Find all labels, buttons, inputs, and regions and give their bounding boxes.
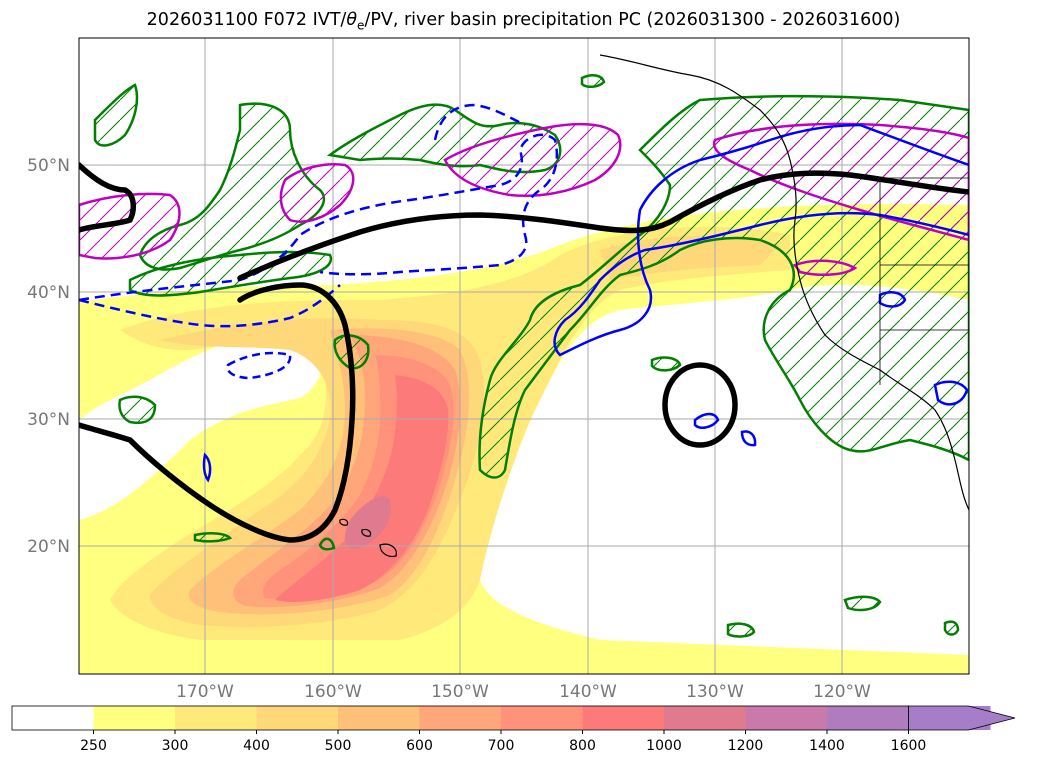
state-borders (879, 177, 969, 385)
colorbar-tick-label: 400 (243, 738, 270, 754)
map-area (79, 38, 969, 674)
lon-label: 170°W (176, 682, 234, 702)
lon-label: 140°W (559, 682, 617, 702)
colorbar-segment (827, 706, 909, 730)
colorbar-tick-label: 1600 (891, 738, 927, 754)
colorbar-segment (93, 706, 176, 730)
pv-contour-dashed-north (79, 133, 559, 302)
lat-label: 40°N (27, 283, 70, 303)
pv-contour-dashed-loop (433, 103, 526, 141)
lat-labels: 50°N 40°N 30°N 20°N (27, 156, 70, 557)
magenta-contour-mid (443, 122, 622, 197)
magenta-contour-east (712, 122, 969, 242)
theta-e-contours (79, 162, 969, 543)
chart-title: 2026031100 F072 IVT/θe/PV, river basin p… (146, 10, 901, 33)
pv-contour-small-c (878, 291, 907, 308)
lon-label: 150°W (431, 682, 489, 702)
colorbar-tick-label: 700 (488, 738, 515, 754)
colorbar-tick-label: 800 (569, 738, 596, 754)
theta-e-contour-main (237, 170, 969, 281)
precip-region-small6 (650, 356, 682, 372)
lon-label: 160°W (304, 682, 362, 702)
lon-label: 130°W (686, 682, 744, 702)
colorbar-segment (175, 706, 257, 730)
precip-region-small8 (318, 537, 336, 551)
precip-region-small1 (118, 395, 157, 424)
hawaii-island-2 (361, 528, 372, 537)
pv-contours (79, 103, 969, 483)
colorbar-segment (419, 706, 502, 730)
pv-contour-dashed-west (79, 284, 341, 328)
precip-region-small5 (580, 73, 606, 88)
pv-contour-small-e (202, 452, 212, 483)
colorbar-tick-label: 500 (325, 738, 352, 754)
pv-contour-small-d (933, 380, 969, 406)
hawaii-island-3 (339, 518, 349, 526)
pv-contour-small-a (693, 412, 720, 429)
colorbar-tick-label: 250 (80, 738, 107, 754)
pv-contour-solid-main (553, 123, 969, 357)
lon-label: 120°W (813, 682, 871, 702)
lat-label: 20°N (27, 537, 70, 557)
north-america-coast (599, 54, 969, 511)
colorbar-segment (256, 706, 339, 730)
precip-region-small7 (193, 532, 233, 543)
colorbar-segment (582, 706, 665, 730)
magenta-contour-small (793, 259, 858, 277)
precip-region-small4 (726, 622, 756, 638)
theta-e-contour-loop (79, 282, 356, 543)
theta-e-contour-closed (662, 362, 738, 448)
ivt-band-1000 (344, 496, 391, 549)
pv-contour-dashed-small (226, 351, 292, 380)
colorbar-tick-label: 300 (162, 738, 189, 754)
theta-e-contour-nw (79, 162, 137, 233)
precip-region-small9 (943, 620, 960, 636)
colorbar-tick-label: 1000 (646, 738, 682, 754)
ivt-band-800 (275, 375, 449, 602)
lat-label: 50°N (27, 156, 70, 176)
hawaii-island-1 (379, 543, 397, 558)
colorbar-outline (11, 705, 909, 731)
map-frame (78, 37, 970, 675)
magenta-contour-central (279, 163, 355, 223)
lon-labels: 170°W 160°W 150°W 140°W 130°W 120°W (176, 682, 871, 702)
precip-region-small3 (843, 595, 882, 612)
coastlines (339, 54, 969, 558)
colorbar-tick-label: 1400 (809, 738, 845, 754)
pv-contour-small-b (740, 430, 757, 447)
lat-label: 30°N (27, 410, 70, 430)
colorbar-extension-arrow (908, 705, 1016, 731)
colorbar-segment (12, 706, 94, 730)
magenta-contour-west (79, 192, 181, 260)
colorbar: 250 300 400 500 600 700 800 1000 1200 1400 1600 (11, 705, 1016, 754)
colorbar-segment (664, 706, 746, 730)
colorbar-segment (501, 706, 583, 730)
colorbar-tick-label: 1200 (728, 738, 764, 754)
magenta-contours (79, 122, 969, 277)
colorbar-segment (338, 706, 420, 730)
colorbar-tick-label: 600 (406, 738, 433, 754)
colorbar-segment (745, 706, 828, 730)
precip-region-nw (93, 83, 139, 147)
